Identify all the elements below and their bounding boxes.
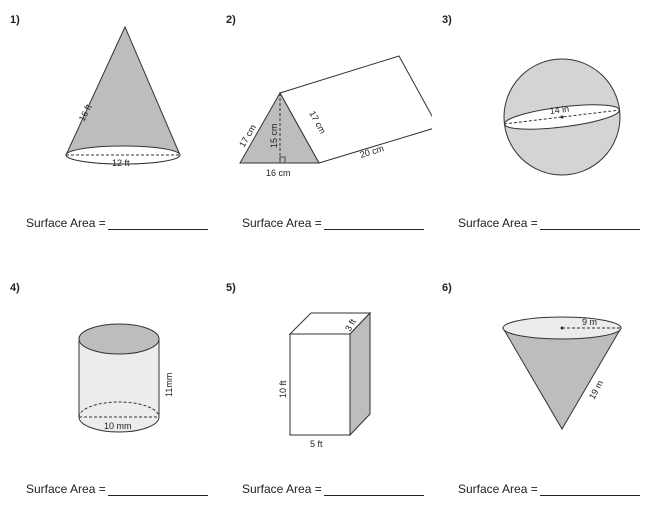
surface-area-prompt: Surface Area = [458,482,640,496]
surface-area-label: Surface Area = [242,482,322,496]
problem-6: 6) 9 m 19 m Surface Area = [432,256,648,512]
base-label: 16 cm [266,168,291,178]
cylinder-figure: 11mm 10 mm [78,323,174,433]
problem-2: 2) 17 cm 15 cm 17 cm 16 cm 20 cm Surface… [216,0,432,256]
diameter-label: 10 mm [104,421,132,431]
surface-area-prompt: Surface Area = [26,216,208,230]
answer-blank[interactable] [107,483,208,496]
answer-blank[interactable] [323,217,424,230]
radius-label: 9 m [582,317,597,327]
surface-area-label: Surface Area = [26,216,106,230]
diameter-label: 14 in [549,104,570,116]
surface-area-prompt: Surface Area = [458,216,640,230]
problem-number: 3) [442,14,452,26]
cone-figure: 16 ft 12 ft [65,25,181,168]
height-label: 10 ft [278,380,288,398]
surface-area-label: Surface Area = [458,482,538,496]
problem-5: 5) 10 ft 3 ft 5 ft Surface Area = [216,256,432,512]
triangular-prism-figure: 17 cm 15 cm 17 cm 16 cm 20 cm [237,55,432,178]
problem-1: 1) 16 ft 12 ft Surface Area = [0,0,216,256]
height-label: 11mm [164,373,174,397]
surface-area-label: Surface Area = [242,216,322,230]
problem-number: 2) [226,14,236,26]
problem-number: 4) [10,282,20,294]
problem-number: 1) [10,14,20,26]
problem-number: 6) [442,282,452,294]
answer-blank[interactable] [323,483,424,496]
answer-blank[interactable] [539,217,640,230]
surface-area-prompt: Surface Area = [242,216,424,230]
surface-area-label: Surface Area = [458,216,538,230]
surface-area-prompt: Surface Area = [242,482,424,496]
answer-blank[interactable] [107,217,208,230]
width-label: 5 ft [310,439,323,449]
inverted-cone-figure: 9 m 19 m [502,316,622,430]
answer-blank[interactable] [539,483,640,496]
problem-4: 4) 11mm 10 mm Surface Area = [0,256,216,512]
height-label: 15 cm [269,123,279,148]
surface-area-prompt: Surface Area = [26,482,208,496]
problem-3: 3) 14 in Surface Area = [432,0,648,256]
problem-number: 5) [226,282,236,294]
rectangular-prism-figure: 10 ft 3 ft 5 ft [278,311,372,449]
diameter-label: 12 ft [112,158,130,168]
sphere-figure: 14 in [503,58,621,176]
surface-area-label: Surface Area = [26,482,106,496]
